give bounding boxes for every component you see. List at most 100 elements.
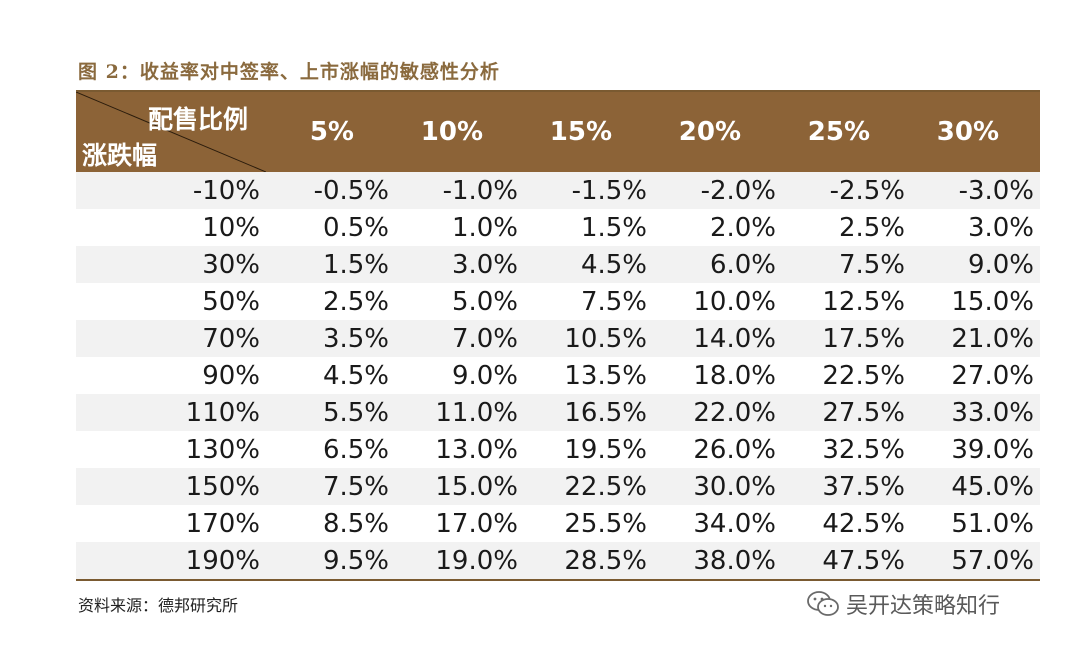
table-cell: 32.5% — [822, 434, 905, 465]
column-header: 5% — [309, 117, 354, 147]
row-label: 50% — [202, 286, 260, 317]
table-cell: 6.5% — [322, 434, 389, 465]
column-header: 15% — [549, 117, 612, 147]
table-cell: -0.5% — [313, 175, 389, 206]
table-cell: 34.0% — [693, 508, 776, 539]
table-cell: 5.5% — [322, 397, 389, 428]
table-cell: -2.5% — [829, 175, 905, 206]
table-row: 30% 1.5% 3.0% 4.5% 6.0% 7.5% 9.0% — [76, 246, 1040, 283]
table-cell: 3.0% — [967, 212, 1034, 243]
table-cell: 10.0% — [693, 286, 776, 317]
table-cell: 22.0% — [693, 397, 776, 428]
column-header: 30% — [936, 117, 999, 147]
table-cell: 27.0% — [951, 360, 1034, 391]
table-cell: 2.5% — [322, 286, 389, 317]
table-cell: 38.0% — [693, 545, 776, 576]
table-row: 130% 6.5% 13.0% 19.5% 26.0% 32.5% 39.0% — [76, 431, 1040, 468]
watermark-text: 吴开达策略知行 — [846, 594, 1001, 619]
row-axis-label: 涨跌幅 — [82, 141, 158, 170]
corner-diagonal-line — [76, 92, 266, 172]
row-label: 70% — [202, 323, 260, 354]
table-cell: 22.5% — [822, 360, 905, 391]
table-cell: 17.5% — [822, 323, 905, 354]
table-cell: 3.5% — [322, 323, 389, 354]
table-cell: 15.0% — [435, 471, 518, 502]
table-cell: 1.0% — [451, 212, 518, 243]
table-cell: 30.0% — [693, 471, 776, 502]
table-row: 190% 9.5% 19.0% 28.5% 38.0% 47.5% 57.0% — [76, 542, 1040, 579]
table-cell: 6.0% — [709, 249, 776, 280]
table-row: -10% -0.5% -1.0% -1.5% -2.0% -2.5% -3.0% — [76, 172, 1040, 209]
table-cell: 22.5% — [564, 471, 647, 502]
row-label: 190% — [185, 545, 260, 576]
table-row: 50% 2.5% 5.0% 7.5% 10.0% 12.5% 15.0% — [76, 283, 1040, 320]
table-cell: 16.5% — [564, 397, 647, 428]
sensitivity-table: 配售比例 涨跌幅 5% 10% 15% 20% 25% 30% -10% -0.5… — [76, 90, 1040, 581]
table-corner-cell: 配售比例 涨跌幅 — [76, 92, 266, 172]
table-cell: 15.0% — [951, 286, 1034, 317]
table-cell: 9.0% — [451, 360, 518, 391]
table-cell: 1.5% — [322, 249, 389, 280]
row-label: 130% — [185, 434, 260, 465]
table-cell: 28.5% — [564, 545, 647, 576]
column-axis-label: 配售比例 — [148, 105, 249, 134]
table-cell: 26.0% — [693, 434, 776, 465]
table-cell: 2.0% — [709, 212, 776, 243]
column-header: 20% — [678, 117, 741, 147]
table-row: 150% 7.5% 15.0% 22.5% 30.0% 37.5% 45.0% — [76, 468, 1040, 505]
table-cell: 0.5% — [322, 212, 389, 243]
table-cell: 37.5% — [822, 471, 905, 502]
row-label: 110% — [185, 397, 260, 428]
table-cell: 8.5% — [322, 508, 389, 539]
row-label: 170% — [185, 508, 260, 539]
column-header: 25% — [807, 117, 870, 147]
table-cell: -1.5% — [571, 175, 647, 206]
table-cell: 21.0% — [951, 323, 1034, 354]
table-cell: 13.5% — [564, 360, 647, 391]
table-cell: 25.5% — [564, 508, 647, 539]
table-cell: 4.5% — [580, 249, 647, 280]
table-cell: 9.0% — [967, 249, 1034, 280]
table-row: 110% 5.5% 11.0% 16.5% 22.0% 27.5% 33.0% — [76, 394, 1040, 431]
row-label: 150% — [185, 471, 260, 502]
row-label: 90% — [202, 360, 260, 391]
table-cell: 7.5% — [580, 286, 647, 317]
source-note: 资料来源：德邦研究所 — [78, 596, 239, 615]
table-cell: 7.0% — [451, 323, 518, 354]
table-cell: 10.5% — [564, 323, 647, 354]
table-cell: 1.5% — [580, 212, 647, 243]
table-cell: 42.5% — [822, 508, 905, 539]
row-label: 30% — [202, 249, 260, 280]
figure-title: 图 2：收益率对中签率、上市涨幅的敏感性分析 — [78, 61, 500, 83]
table-top-rule — [76, 90, 1040, 92]
table-cell: -1.0% — [442, 175, 518, 206]
table-cell: 39.0% — [951, 434, 1034, 465]
table-cell: 7.5% — [838, 249, 905, 280]
table-cell: 3.0% — [451, 249, 518, 280]
table-cell: 11.0% — [435, 397, 518, 428]
table-cell: 33.0% — [951, 397, 1034, 428]
table-cell: -2.0% — [700, 175, 776, 206]
table-row: 90% 4.5% 9.0% 13.5% 18.0% 22.5% 27.0% — [76, 357, 1040, 394]
table-cell: -3.0% — [958, 175, 1034, 206]
table-cell: 9.5% — [322, 545, 389, 576]
table-cell: 17.0% — [435, 508, 518, 539]
table-cell: 45.0% — [951, 471, 1034, 502]
table-cell: 51.0% — [951, 508, 1034, 539]
table-cell: 47.5% — [822, 545, 905, 576]
table-cell: 19.5% — [564, 434, 647, 465]
table-row: 70% 3.5% 7.0% 10.5% 14.0% 17.5% 21.0% — [76, 320, 1040, 357]
table-row: 10% 0.5% 1.0% 1.5% 2.0% 2.5% 3.0% — [76, 209, 1040, 246]
table-header-row: 配售比例 涨跌幅 5% 10% 15% 20% 25% 30% — [76, 92, 1040, 172]
table-row: 170% 8.5% 17.0% 25.5% 34.0% 42.5% 51.0% — [76, 505, 1040, 542]
column-header: 10% — [420, 117, 483, 147]
table-cell: 19.0% — [435, 545, 518, 576]
table-cell: 57.0% — [951, 545, 1034, 576]
table-cell: 14.0% — [693, 323, 776, 354]
table-cell: 7.5% — [322, 471, 389, 502]
table-cell: 4.5% — [322, 360, 389, 391]
table-bottom-rule — [76, 579, 1040, 581]
row-label: -10% — [192, 175, 260, 206]
table-cell: 27.5% — [822, 397, 905, 428]
table-cell: 12.5% — [822, 286, 905, 317]
